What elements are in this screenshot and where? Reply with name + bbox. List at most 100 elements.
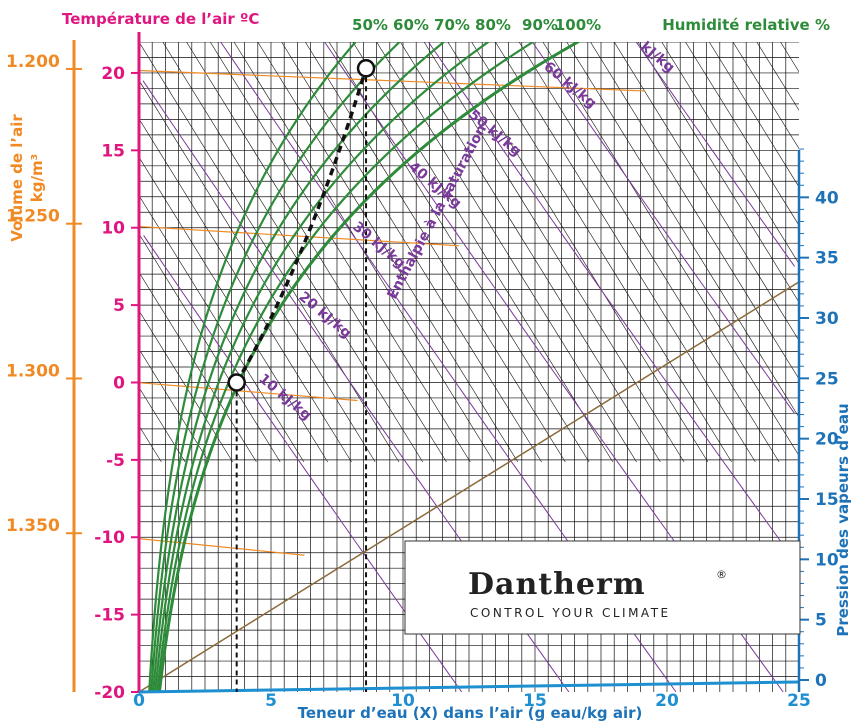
grid-hatch-line (756, 42, 799, 111)
grid-hatch-line (186, 42, 447, 463)
pressure-tick-label: 30 (815, 309, 839, 329)
rh-label: 100% (555, 16, 601, 34)
grid-hatch-line (542, 42, 799, 457)
grid-hatch-line (139, 42, 400, 463)
rh-curve-50 (148, 42, 357, 692)
grid-hatch-line (613, 42, 799, 342)
volume-tick-label: 1.300 (6, 361, 60, 381)
rh-curve-90 (156, 42, 535, 692)
grid-hatch-line (732, 42, 799, 150)
x-tick-label: 10 (391, 691, 415, 711)
x-axis-title: Teneur d’eau (X) dans l’air (g eau/kg ai… (298, 704, 643, 722)
grid-hatch-line (518, 42, 780, 463)
enthalpy-label: 30 kJ/kg (349, 219, 408, 272)
rh-curve-60 (150, 42, 402, 692)
grid-hatch-line (139, 79, 376, 463)
grid-hatch-line (139, 156, 328, 463)
volume-tick-label: 1.350 (6, 516, 60, 536)
volume-line (139, 225, 459, 247)
logo-registered-mark: ® (716, 568, 727, 581)
grid-hatch-line (210, 42, 471, 463)
y-tick-label: -15 (94, 606, 125, 626)
volume-axis-title-2: kg/m³ (28, 154, 46, 202)
x-tick-label: 0 (133, 691, 145, 711)
grid-hatch-line (0, 42, 66, 462)
process-point-start (227, 373, 246, 392)
pressure-tick-label: 5 (815, 611, 827, 631)
y-tick-label: 0 (113, 373, 125, 393)
volume-line (139, 538, 305, 556)
y-tick-label: -5 (106, 451, 125, 471)
vapour-pressure-line (139, 281, 799, 692)
pressure-tick-label: 35 (815, 249, 839, 269)
pressure-tick-label: 40 (815, 188, 839, 208)
rh-curve-70 (152, 42, 446, 692)
grid-hatch-line (139, 271, 257, 463)
x-tick-label: 20 (655, 691, 679, 711)
grid-hatch-line (139, 310, 233, 463)
x-tick-label: 25 (787, 691, 811, 711)
process-line (227, 59, 376, 692)
pressure-axis-title: Pression des vapeurs d’eau (834, 403, 852, 636)
x-tick-label: 15 (523, 691, 547, 711)
y-tick-label: 15 (101, 141, 125, 161)
grid-hatch-line (566, 42, 799, 418)
y-tick-label: 5 (113, 296, 125, 316)
humidity-axis-title: Humidité relative % (662, 16, 830, 34)
grid-hatch-line (590, 42, 799, 380)
enthalpy-line (427, 42, 795, 561)
enthalpy-line (635, 42, 796, 267)
pressure-tick-label: 15 (815, 490, 839, 510)
rh-curve-100 (157, 42, 581, 692)
x-axis (138, 680, 800, 694)
process-point-end (356, 59, 376, 78)
grid-hatch-line (352, 42, 614, 463)
dantherm-logo: Dantherm ® CONTROL YOUR CLIMATE (404, 540, 801, 635)
grid-hatch-line (139, 233, 281, 463)
rh-curve-80 (154, 42, 491, 692)
x-tick-label: 5 (265, 691, 277, 711)
pressure-tick-label: 10 (815, 550, 839, 570)
grid-hatch-line (0, 42, 19, 462)
grid-hatch-line (423, 42, 685, 463)
y-tick-label: -20 (94, 683, 125, 703)
grid-hatch-line (305, 42, 566, 463)
grid-hatch-line (162, 42, 424, 463)
grid-hatch-line (233, 42, 495, 463)
rh-label: 60% (393, 16, 429, 34)
grid-hatch-line (281, 42, 542, 463)
grid-hatch-line (0, 42, 114, 462)
grid-hatch-line (495, 42, 756, 463)
y-tick-label: -10 (94, 528, 125, 548)
grid-hatch-line (139, 118, 352, 463)
pressure-tick-label: 20 (815, 430, 839, 450)
grid-hatch-line (637, 42, 799, 303)
rh-labels: 50% 60% 70% 80% 90%100% (352, 16, 601, 34)
volume-axis-title-1: Volume de l’air (8, 114, 26, 242)
volume-tick-label: 1.200 (6, 52, 60, 72)
volume-line (139, 69, 645, 92)
y-tick-label: 10 (101, 219, 125, 239)
volume-tick-label: 1.250 (6, 207, 60, 227)
y-tick-label: 20 (101, 64, 125, 84)
grid-hatch-line (0, 42, 43, 462)
enthalpy-label: 20 kJ/kg (295, 289, 354, 342)
grid-hatch-line (708, 42, 799, 188)
grid-hatch-line (0, 42, 138, 462)
grid-hatch-line (685, 42, 799, 226)
grid-hatch-line (471, 42, 732, 463)
grid-hatch-line (139, 386, 186, 463)
logo-name: Dantherm (468, 567, 646, 602)
rh-label: 90% (522, 16, 558, 34)
grid-hatch-line (661, 42, 799, 265)
grid-hatch-line (400, 42, 661, 463)
temperature-axis-title: Température de l’air ºC (62, 10, 259, 28)
chart-curves (139, 42, 799, 692)
grid-hatch-line (0, 42, 90, 462)
rh-label: 50% (352, 16, 388, 34)
grid-hatch-line (447, 42, 709, 463)
rh-label: 80% (475, 16, 511, 34)
process-path (235, 67, 368, 384)
grid-hatch-line (139, 425, 162, 463)
